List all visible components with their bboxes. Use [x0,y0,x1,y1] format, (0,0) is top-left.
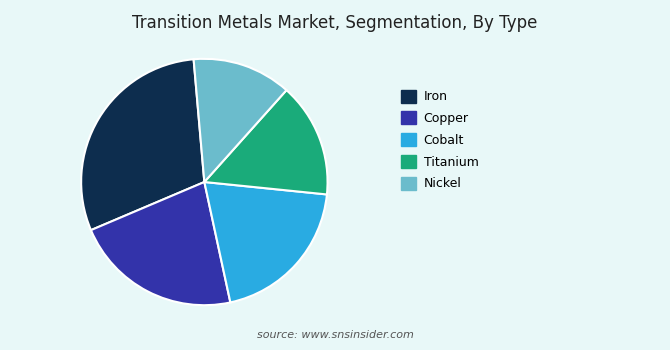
Wedge shape [81,59,204,230]
Wedge shape [204,182,327,302]
Wedge shape [204,90,328,195]
Wedge shape [91,182,230,305]
Text: source: www.snsinsider.com: source: www.snsinsider.com [257,329,413,340]
Text: Transition Metals Market, Segmentation, By Type: Transition Metals Market, Segmentation, … [132,14,538,32]
Wedge shape [194,59,287,182]
Legend: Iron, Copper, Cobalt, Titanium, Nickel: Iron, Copper, Cobalt, Titanium, Nickel [395,83,484,197]
